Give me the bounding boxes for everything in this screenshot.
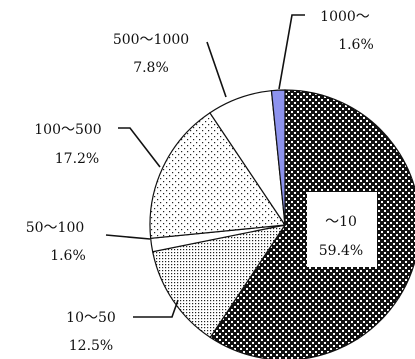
- leader-line-50-100: [105, 234, 151, 240]
- slice-pct-1000-plus: 1.6%: [338, 37, 374, 53]
- slice-label-10-50: 10～50: [66, 310, 116, 326]
- slice-label-100-500: 100～500: [34, 122, 101, 138]
- slice-label-1000-plus: 1000～: [320, 9, 370, 25]
- leader-line-500-1000: [206, 41, 227, 98]
- pie-slice-1: [151, 224, 287, 339]
- leader-line-10-50: [133, 299, 179, 318]
- slice-pct-under-10: 59.4%: [319, 243, 363, 259]
- leader-line-1000: [278, 14, 305, 90]
- label-box-under-10: [307, 192, 377, 267]
- pie-slice-3: [149, 111, 287, 239]
- slice-label-under-10: ～10: [325, 214, 357, 230]
- slice-label-50-100: 50～100: [26, 220, 85, 236]
- leader-lines: [105, 14, 305, 318]
- slice-label-500-1000: 500～1000: [113, 32, 189, 48]
- pie-slice-5: [270, 89, 286, 226]
- slice-pct-100-500: 17.2%: [55, 151, 99, 167]
- leader-line-100-500: [118, 127, 161, 168]
- slice-pct-10-50: 12.5%: [69, 338, 113, 354]
- slice-pct-50-100: 1.6%: [50, 248, 86, 264]
- slice-pct-500-1000: 7.8%: [133, 60, 169, 76]
